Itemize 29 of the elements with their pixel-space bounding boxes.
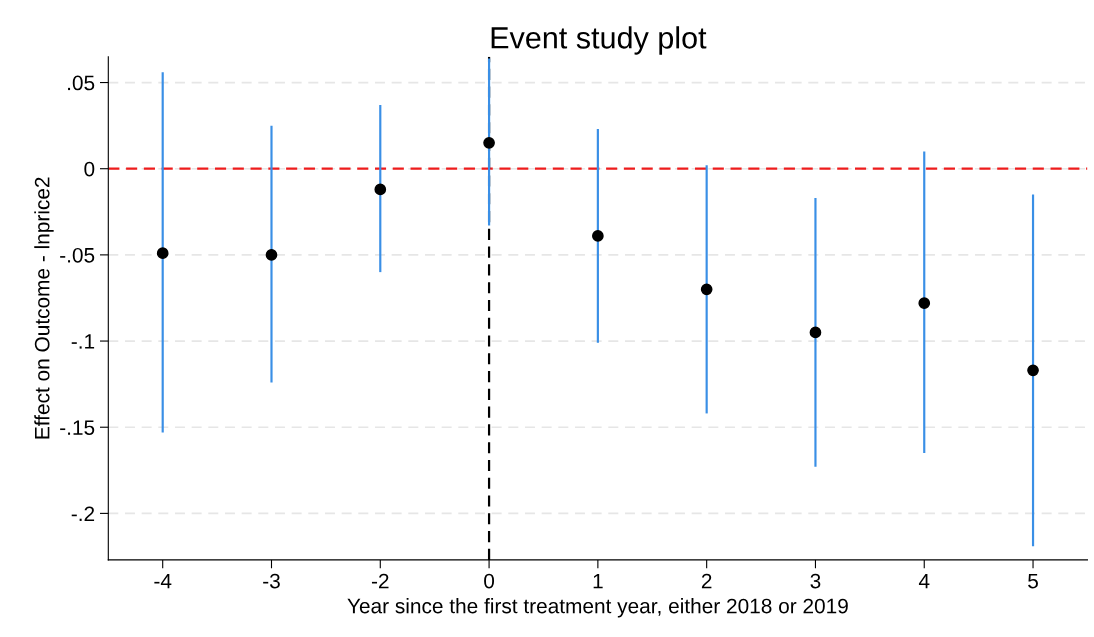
y-axis-title: Effect on Outcome - lnprice2	[34, 177, 54, 439]
y-tick-label: -.15	[60, 420, 95, 435]
point	[918, 297, 931, 309]
point	[809, 326, 822, 339]
x-tick-label: 4	[918, 573, 930, 589]
x-tick-label: 1	[593, 573, 603, 589]
point	[700, 283, 713, 296]
x-tick-label: 0	[484, 573, 495, 589]
x-tick-label: 5	[1028, 573, 1038, 589]
point	[374, 183, 387, 196]
point	[1027, 364, 1039, 377]
y-tick-label: 0	[84, 161, 95, 177]
point	[483, 137, 495, 149]
point	[156, 247, 169, 260]
y-tick-label: .05	[68, 75, 95, 91]
point	[265, 249, 278, 261]
y-tick-label: -.2	[71, 506, 95, 521]
x-tick-label: 3	[810, 573, 821, 589]
x-tick-label: -4	[154, 573, 172, 589]
bar	[814, 198, 817, 467]
chart-title: Event study plot	[491, 26, 707, 55]
x-tick-label: -3	[263, 573, 280, 589]
y-tick-label: -.05	[60, 247, 95, 263]
y-tick-label: -.1	[71, 334, 95, 349]
point	[592, 230, 604, 242]
x-tick-label: -2	[371, 573, 389, 589]
x-tick-label: 2	[701, 573, 712, 589]
x-axis-title: Year since the first treatment year, either 2018 or 2019	[347, 598, 848, 618]
bar	[270, 125, 273, 383]
